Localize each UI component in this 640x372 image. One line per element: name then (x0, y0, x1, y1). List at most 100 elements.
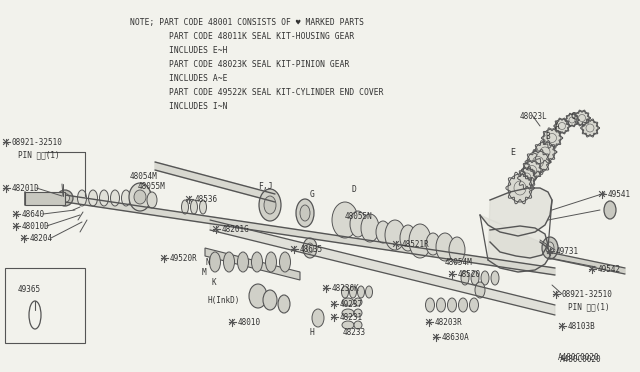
Ellipse shape (542, 237, 558, 259)
Ellipse shape (223, 252, 234, 272)
Ellipse shape (519, 168, 535, 188)
Ellipse shape (527, 151, 549, 173)
Ellipse shape (481, 271, 489, 285)
Text: 49365: 49365 (18, 285, 41, 294)
Text: 49237: 49237 (340, 300, 363, 309)
Text: 48010D: 48010D (22, 222, 50, 231)
Ellipse shape (307, 243, 314, 253)
Text: H(InkD): H(InkD) (208, 296, 241, 305)
Ellipse shape (134, 190, 146, 204)
Text: B: B (545, 132, 550, 141)
Ellipse shape (582, 120, 598, 136)
Ellipse shape (604, 201, 616, 219)
Text: H: H (310, 328, 315, 337)
Ellipse shape (77, 190, 86, 206)
Ellipse shape (426, 233, 440, 255)
Polygon shape (25, 192, 65, 205)
Text: 08921-32510: 08921-32510 (562, 290, 613, 299)
Text: 48203R: 48203R (435, 318, 463, 327)
Text: PART CODE 48023K SEAL KIT-PINION GEAR: PART CODE 48023K SEAL KIT-PINION GEAR (130, 60, 349, 69)
Ellipse shape (129, 183, 151, 211)
Ellipse shape (461, 271, 469, 285)
Ellipse shape (88, 190, 97, 206)
Ellipse shape (249, 284, 267, 308)
Text: PART CODE 49522K SEAL KIT-CYLINDER END COVER: PART CODE 49522K SEAL KIT-CYLINDER END C… (130, 88, 383, 97)
Text: INCLUDES A~E: INCLUDES A~E (130, 74, 227, 83)
Text: 48201G: 48201G (222, 225, 250, 234)
Text: F,J: F,J (258, 182, 273, 191)
Text: 49520R: 49520R (170, 254, 198, 263)
Ellipse shape (350, 211, 366, 237)
Ellipse shape (535, 142, 555, 162)
Ellipse shape (376, 221, 390, 243)
Ellipse shape (132, 190, 141, 206)
Text: E: E (510, 148, 515, 157)
Ellipse shape (111, 190, 120, 206)
Text: N: N (205, 258, 210, 267)
Ellipse shape (263, 290, 277, 310)
Text: PART CODE 48011K SEAL KIT-HOUSING GEAR: PART CODE 48011K SEAL KIT-HOUSING GEAR (130, 32, 355, 41)
Ellipse shape (259, 189, 281, 221)
Text: 48536: 48536 (195, 195, 218, 204)
Ellipse shape (475, 282, 485, 298)
Text: 48010: 48010 (238, 318, 261, 327)
Ellipse shape (491, 271, 499, 285)
Text: 48201D: 48201D (12, 184, 40, 193)
Ellipse shape (400, 225, 416, 251)
Ellipse shape (252, 252, 262, 272)
Text: PIN ピン(1): PIN ピン(1) (568, 302, 610, 311)
Ellipse shape (409, 224, 431, 258)
Polygon shape (490, 226, 548, 258)
Text: 48520: 48520 (458, 270, 481, 279)
Text: K: K (212, 278, 216, 287)
Text: 48054M: 48054M (130, 172, 157, 181)
Ellipse shape (266, 252, 276, 272)
Ellipse shape (354, 298, 362, 306)
Text: 48055N: 48055N (345, 212, 372, 221)
Ellipse shape (436, 233, 454, 261)
Text: M: M (202, 268, 207, 277)
Ellipse shape (182, 200, 189, 214)
Polygon shape (210, 220, 555, 315)
Ellipse shape (209, 252, 221, 272)
Text: INCLUDES E~H: INCLUDES E~H (130, 46, 227, 55)
Ellipse shape (426, 298, 435, 312)
Ellipse shape (200, 200, 207, 214)
Ellipse shape (447, 298, 456, 312)
Ellipse shape (523, 161, 541, 179)
Ellipse shape (361, 214, 379, 242)
Text: 48231: 48231 (340, 313, 363, 322)
Ellipse shape (449, 237, 465, 263)
Text: 48521R: 48521R (402, 240, 429, 249)
Text: 48055M: 48055M (138, 182, 166, 191)
Text: 49542: 49542 (598, 265, 621, 274)
Ellipse shape (365, 286, 372, 298)
Text: A480C0020: A480C0020 (558, 353, 600, 362)
Text: PIN ピン(1): PIN ピン(1) (18, 150, 60, 159)
Ellipse shape (508, 174, 532, 202)
Ellipse shape (61, 193, 70, 202)
Ellipse shape (147, 192, 157, 208)
Ellipse shape (278, 295, 290, 313)
Text: 48023L: 48023L (520, 112, 548, 121)
Ellipse shape (237, 252, 248, 272)
Ellipse shape (546, 242, 554, 254)
Ellipse shape (342, 321, 354, 329)
Ellipse shape (354, 321, 362, 329)
Text: 48640: 48640 (22, 210, 45, 219)
Text: 48236K: 48236K (332, 284, 360, 293)
Ellipse shape (191, 200, 198, 214)
Text: A480C0020: A480C0020 (560, 355, 602, 364)
Ellipse shape (296, 199, 314, 227)
Ellipse shape (280, 252, 291, 272)
Ellipse shape (143, 190, 152, 206)
Polygon shape (205, 248, 300, 280)
Text: INCLUDES I~N: INCLUDES I~N (130, 102, 227, 111)
Ellipse shape (458, 298, 467, 312)
Text: 48233: 48233 (343, 328, 366, 337)
Ellipse shape (57, 190, 73, 206)
Ellipse shape (312, 309, 324, 327)
Ellipse shape (342, 309, 354, 317)
Text: NOTE; PART CODE 48001 CONSISTS OF ♥ MARKED PARTS: NOTE; PART CODE 48001 CONSISTS OF ♥ MARK… (130, 18, 364, 27)
Text: 48630A: 48630A (442, 333, 470, 342)
